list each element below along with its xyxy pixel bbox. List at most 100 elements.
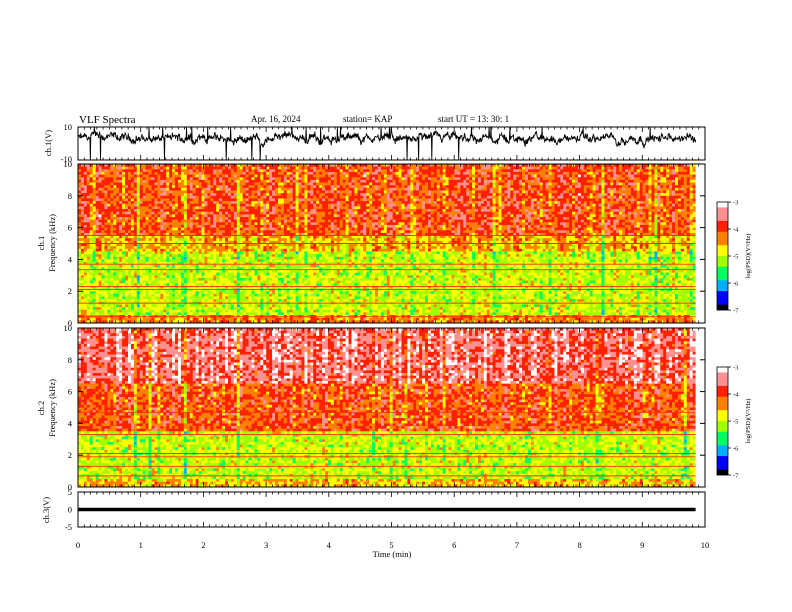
ch1-spec-cell: [107, 238, 110, 241]
ch1-spec-cell: [149, 191, 152, 194]
ch1-spec-cell: [93, 259, 96, 262]
ch1-spec-cell: [90, 228, 93, 231]
ch1-spec-cell: [87, 167, 90, 170]
ch1-spec-cell: [140, 270, 143, 273]
ch1-spec-cell: [119, 175, 122, 178]
ch1-spec-cell: [125, 185, 128, 188]
ch1-spec-cell: [113, 230, 116, 233]
ch1-spec-cell: [99, 307, 102, 310]
ch1-spec-cell: [146, 206, 149, 209]
ch1-spec-cell: [87, 209, 90, 212]
ch1-spec-cell: [128, 193, 131, 196]
ch1-spec-cell: [104, 217, 107, 220]
ch1-spec-cell: [84, 193, 87, 196]
ch1-spec-cell: [84, 246, 87, 249]
ch1-spec-cell: [96, 283, 99, 286]
ch1-spec-cell: [107, 175, 110, 178]
ch1-spec-cell: [99, 251, 102, 254]
ch1-spec-cell: [122, 167, 125, 170]
ch1-spec-cell: [134, 318, 137, 321]
ch1-spec-cell: [125, 297, 128, 300]
ch1-spec-cell: [143, 251, 146, 254]
ch1-spec-cell: [107, 259, 110, 262]
ch1-spec-cell: [119, 217, 122, 220]
ch1-spec-cell: [110, 204, 113, 207]
ch1-spec-cell: [81, 209, 84, 212]
ch1-spec-cell: [122, 312, 125, 315]
ch1-spec-cell: [99, 193, 102, 196]
ch1-spec-cell: [81, 297, 84, 300]
ch1-spec-cell: [146, 299, 149, 302]
ch1-spec-cell: [146, 228, 149, 231]
ch1-spec-cell: [99, 220, 102, 223]
ch1-spec-cell: [122, 209, 125, 212]
ch1-spec-cell: [87, 270, 90, 273]
ch1-spec-cell: [90, 172, 93, 175]
ch1-spec-cell: [143, 259, 146, 262]
ch1-spec-cell: [93, 275, 96, 278]
ch1-spec-cell: [134, 175, 137, 178]
ch1-spec-cell: [131, 201, 134, 204]
ch1-spec-cell: [93, 312, 96, 315]
ch1-spec-cell: [113, 196, 116, 199]
ch1-spec-cell: [146, 275, 149, 278]
ch1-spec-cell: [137, 230, 140, 233]
ch1-spec-cell: [146, 318, 149, 321]
ch1-spec-cell: [96, 270, 99, 273]
ch1-spec-cell: [140, 291, 143, 294]
ch1-spec-cell: [125, 198, 128, 201]
ch1-spec-cell: [122, 249, 125, 252]
ch1-spec-cell: [143, 196, 146, 199]
ch1-trace: [78, 127, 696, 160]
ch1-spec-cell: [116, 167, 119, 170]
ch1-spec-cell: [113, 175, 116, 178]
ch1-spec-cell: [134, 251, 137, 254]
ch1-spec-cell: [99, 275, 102, 278]
ch1-spec-cell: [93, 238, 96, 241]
ch1-spec-cell: [81, 188, 84, 191]
ch1-spec-cell: [140, 307, 143, 310]
ch1-spec-cell: [90, 198, 93, 201]
ch1-spectrogram-image: [78, 164, 705, 323]
ch1-spec-cell: [137, 254, 140, 257]
ch1-spec-cell: [104, 283, 107, 286]
ch1-spec-cell: [119, 238, 122, 241]
ch1-spec-cell: [134, 270, 137, 273]
ch1-spec-cell: [96, 291, 99, 294]
ch1-spec-cell: [110, 172, 113, 175]
ch1-spec-cell: [131, 318, 134, 321]
ch1-spec-cell: [110, 212, 113, 215]
ch1-spec-cell: [143, 180, 146, 183]
ch1-spec-cell: [125, 251, 128, 254]
ch1-spec-cell: [113, 191, 116, 194]
ch1-spec-cell: [128, 294, 131, 297]
ch1-spec-cell: [104, 183, 107, 186]
ch1-spec-cell: [116, 204, 119, 207]
ch1-spec-cell: [131, 310, 134, 313]
ch1-spec-cell: [119, 206, 122, 209]
ch1-spec-cell: [119, 283, 122, 286]
ch1-spec-cell: [90, 246, 93, 249]
ch1-spec-cell: [131, 167, 134, 170]
ch1-spec-cell: [104, 312, 107, 315]
ch1-spec-cell: [113, 312, 116, 315]
ch1-spec-cell: [113, 304, 116, 307]
ch1-spec-cell: [96, 294, 99, 297]
ch1-spec-cell: [93, 251, 96, 254]
ch1-spec-cell: [125, 257, 128, 260]
ch1-spec-cell: [134, 278, 137, 281]
ch1-spec-cell: [84, 270, 87, 273]
ch1-spec-cell: [110, 185, 113, 188]
ch1-spec-cell: [113, 183, 116, 186]
ch1-spec-cell: [137, 304, 140, 307]
ch1-spec-cell: [128, 228, 131, 231]
ch1-spec-cell: [128, 206, 131, 209]
ch1-spec-cell: [128, 283, 131, 286]
ch1-spec-cell: [140, 273, 143, 276]
ch1-spec-cell: [99, 238, 102, 241]
ch1-spec-cell: [119, 257, 122, 260]
ch1-spec-cell: [81, 278, 84, 281]
ch1-spec-cell: [113, 201, 116, 204]
ch1-spec-cell: [140, 304, 143, 307]
ch1-spec-cell: [128, 278, 131, 281]
